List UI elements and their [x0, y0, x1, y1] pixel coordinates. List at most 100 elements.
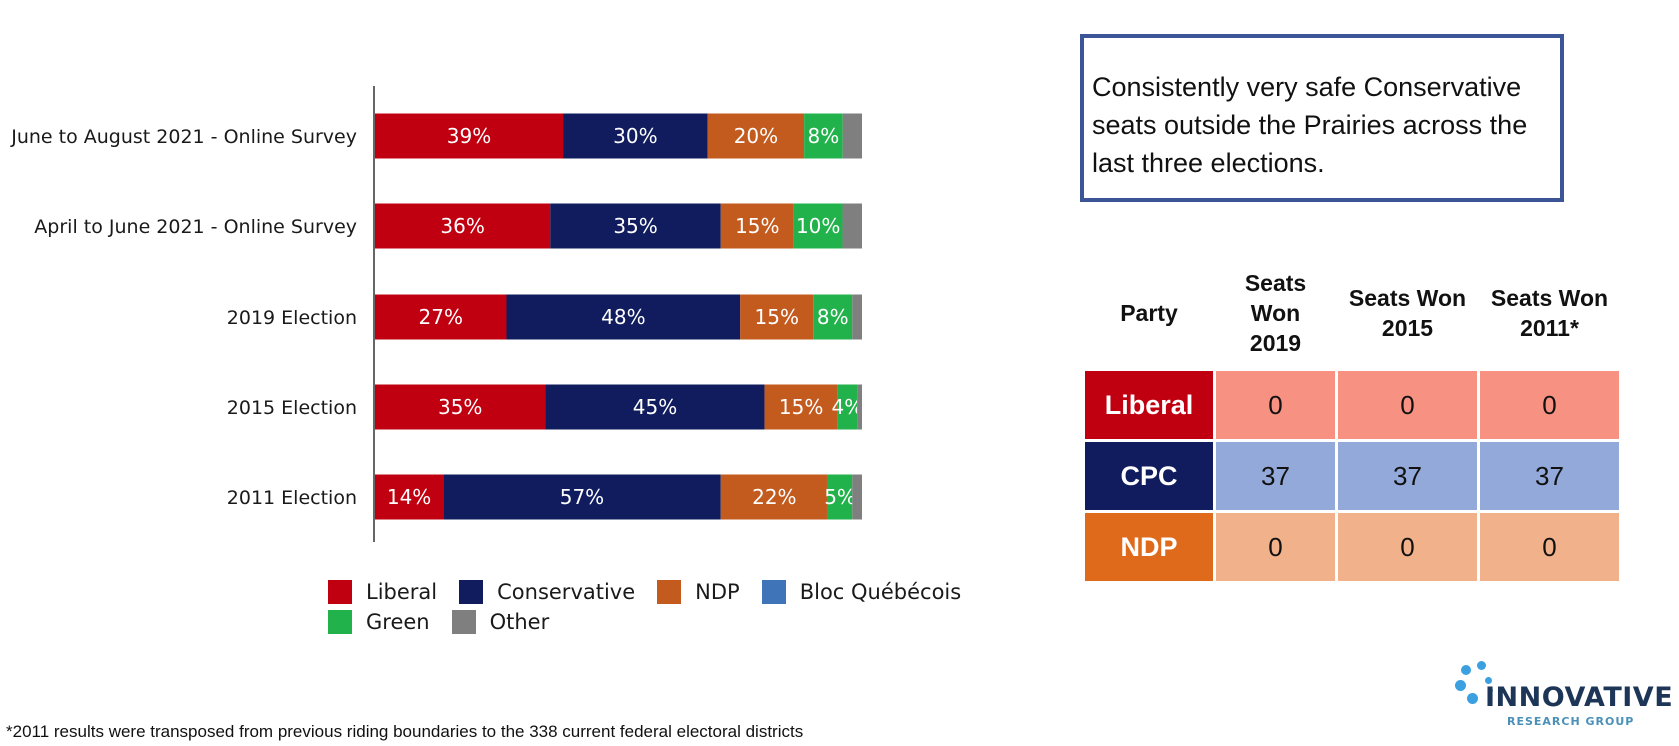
bar-segment-conservative — [443, 474, 721, 520]
bar-segment-ndp — [720, 474, 828, 520]
data-label: 5% — [824, 485, 856, 509]
data-label: 15% — [735, 214, 779, 238]
table-row-cpc: CPC 37 37 37 — [1082, 439, 1622, 513]
category-label: 2019 Election — [227, 307, 357, 329]
data-label: 20% — [734, 124, 778, 148]
legend-label-other: Other — [489, 610, 550, 634]
bar-segment-conservative — [506, 294, 741, 340]
legend-item-green: Green — [328, 610, 430, 634]
legend-swatch-bloc — [761, 580, 786, 604]
bar-segment-green — [813, 294, 853, 340]
data-label: 8% — [808, 124, 840, 148]
bar-segment-liberal — [375, 203, 551, 249]
logo-dot-icon — [1485, 677, 1492, 684]
bar-segment-conservative — [550, 203, 721, 249]
legend-item-bloc: Bloc Québécois — [761, 580, 962, 604]
data-label: 15% — [755, 305, 799, 329]
seats-cell: 0 — [1335, 510, 1480, 584]
data-label: 35% — [438, 395, 482, 419]
data-label: 27% — [419, 305, 463, 329]
bar-segment-ndp — [740, 294, 814, 340]
bar-segment-liberal — [375, 113, 564, 159]
seats-cell: 37 — [1213, 439, 1338, 513]
legend-row-1: Liberal Conservative NDP Bloc Québécois — [328, 577, 1028, 607]
data-label: 36% — [440, 214, 484, 238]
logo-dot-icon — [1461, 665, 1471, 675]
bar-segment-ndp — [720, 203, 794, 249]
category-label: 2015 Election — [227, 397, 357, 419]
table-row-ndp: NDP 0 0 0 — [1082, 510, 1622, 584]
header-seats-2019-text: Seats Won 2019 — [1244, 270, 1307, 356]
stacked-bar-chart: 39% 30% 20% 8% 36% 35% 15% 10% 27% 48% 15% 8% 35% 45%… — [10, 86, 863, 542]
bar-segment-other — [842, 203, 862, 249]
legend-item-liberal: Liberal — [328, 580, 437, 604]
logo-wordmark: INNOVATIVE — [1485, 682, 1674, 713]
legend-swatch-other — [451, 610, 476, 634]
legend-label-bloc: Bloc Québécois — [799, 580, 962, 604]
legend-label-conservative: Conservative — [497, 580, 636, 604]
table-row-liberal: Liberal 0 0 0 — [1082, 368, 1622, 442]
logo-dot-icon — [1477, 661, 1486, 670]
data-label: 15% — [779, 395, 823, 419]
seats-table-header-row: Party Seats Won 2019 Seats Won 2015 Seat… — [1084, 258, 1621, 370]
category-label: 2011 Election — [227, 487, 357, 509]
bar-segment-green — [793, 203, 843, 249]
legend-label-liberal: Liberal — [366, 580, 438, 604]
legend-row-2: Green Other — [328, 607, 1028, 637]
bar-segment-other — [842, 113, 862, 159]
legend-swatch-liberal — [328, 580, 352, 604]
seats-cell: 0 — [1477, 368, 1622, 442]
data-label: 35% — [613, 214, 657, 238]
chart-legend: Liberal Conservative NDP Bloc Québécois … — [328, 577, 1028, 637]
party-cell-ndp: NDP — [1082, 510, 1216, 584]
data-label: 39% — [447, 124, 491, 148]
bar-segment-liberal — [375, 474, 444, 520]
legend-swatch-conservative — [459, 580, 484, 604]
bar-segment-green — [804, 113, 843, 159]
callout-box: Consistently very safe Conservative seat… — [1080, 34, 1564, 202]
bar-segment-liberal — [375, 384, 546, 430]
header-party: Party — [1120, 300, 1178, 326]
footnote: *2011 results were transposed from previ… — [6, 722, 804, 741]
logo-subtitle: RESEARCH GROUP — [1507, 715, 1635, 728]
seats-cell: 0 — [1335, 368, 1480, 442]
party-cell-cpc: CPC — [1082, 439, 1216, 513]
seats-cell: 37 — [1335, 439, 1480, 513]
category-label: April to June 2021 - Online Survey — [34, 216, 357, 238]
header-seats-2015: Seats Won 2015 — [1348, 285, 1467, 341]
data-label: 8% — [817, 305, 849, 329]
legend-label-ndp: NDP — [695, 580, 740, 604]
bar-segment-other — [852, 474, 862, 520]
bar-segment-green — [827, 474, 853, 520]
seats-cell: 37 — [1477, 439, 1622, 513]
legend-item-other: Other — [451, 610, 550, 634]
legend-swatch-ndp — [657, 580, 682, 604]
data-label: 22% — [752, 485, 796, 509]
callout-text: Consistently very safe Conservative seat… — [1092, 72, 1528, 178]
data-label: 14% — [387, 485, 431, 509]
party-cell-liberal: Liberal — [1082, 368, 1216, 442]
header-seats-2011: Seats Won 2011* — [1490, 285, 1609, 341]
data-label: 30% — [613, 124, 657, 148]
bar-segment-other — [852, 294, 862, 340]
data-label: 48% — [601, 305, 645, 329]
bar-segment-green — [837, 384, 858, 430]
logo-dot-icon — [1455, 680, 1466, 691]
bar-segment-conservative — [545, 384, 765, 430]
bars-group: 39% 30% 20% 8% 36% 35% 15% 10% 27% 48% 15% 8% 35% 45%… — [375, 113, 863, 520]
data-label: 10% — [796, 214, 840, 238]
bar-segment-conservative — [563, 113, 708, 159]
innovative-research-group-logo: INNOVATIVE RESEARCH GROUP — [1455, 655, 1675, 735]
seats-cell: 0 — [1213, 368, 1338, 442]
legend-item-ndp: NDP — [657, 580, 740, 604]
bar-segment-other — [857, 384, 862, 430]
seats-table: Party Seats Won 2019 Seats Won 2015 Seat… — [1082, 258, 1622, 584]
category-labels: June to August 2021 - Online Survey April… — [10, 126, 357, 509]
data-label: 45% — [633, 395, 677, 419]
data-label: 57% — [560, 485, 604, 509]
category-label: June to August 2021 - Online Survey — [10, 126, 357, 148]
bar-segment-liberal — [375, 294, 507, 340]
logo-dot-icon — [1467, 693, 1478, 704]
seats-cell: 0 — [1477, 510, 1622, 584]
bar-segment-ndp — [707, 113, 805, 159]
